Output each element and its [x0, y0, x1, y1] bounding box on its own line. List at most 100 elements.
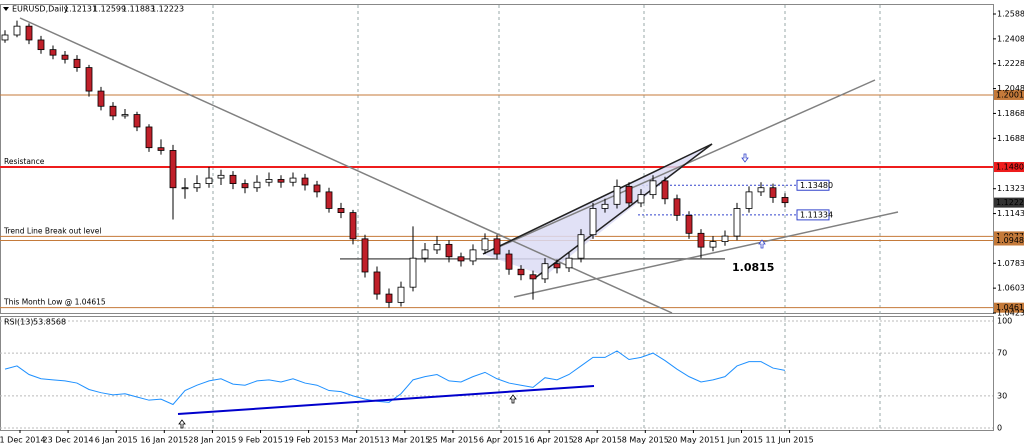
candle-body	[85, 67, 93, 92]
candle-body	[205, 177, 213, 184]
candle-body	[493, 238, 501, 255]
candle-body	[673, 198, 681, 216]
candle-body	[361, 238, 369, 273]
x-tick-label: 3 Mar 2015	[334, 436, 380, 445]
candle-body	[709, 241, 717, 248]
candle-body	[37, 39, 45, 51]
level-tag-label: 1.04615	[996, 303, 1024, 312]
wedge-line	[482, 143, 713, 255]
header-icon	[3, 7, 9, 11]
candle-body	[433, 243, 441, 251]
rsi-name: RSI(13)	[4, 318, 33, 327]
candle-body	[781, 197, 789, 204]
candle-body	[649, 180, 657, 196]
candle-body	[169, 150, 177, 189]
candle-body	[97, 90, 105, 107]
x-tick-label: 11 Dec 2014	[0, 436, 46, 445]
level-tag-label: 1.09480	[996, 236, 1024, 245]
trend-line	[513, 211, 899, 298]
candle-body	[301, 177, 309, 186]
level-tag-label: 1.14800	[996, 163, 1024, 172]
candle-body	[745, 191, 753, 209]
y-tick-label: 1.11430	[997, 209, 1024, 218]
y-tick-label: 1.04230	[997, 309, 1024, 318]
rsi-tick-label: 100	[997, 317, 1012, 326]
target-label: 1.13480	[800, 181, 833, 190]
candle-body	[625, 185, 633, 204]
ohlc-close: 1.12223	[151, 5, 184, 14]
candle-body	[337, 208, 345, 213]
up-arrow	[758, 239, 766, 249]
level-tag	[994, 302, 1024, 313]
candle-body	[265, 179, 273, 183]
candle-body	[661, 180, 669, 200]
x-tick-label: 19 Feb 2015	[284, 436, 334, 445]
candle-body	[289, 177, 297, 183]
candle-body	[217, 174, 225, 179]
x-tick-label: 1 Jun 2015	[720, 436, 763, 445]
level-tag-label: 1.20018	[996, 90, 1024, 99]
candle-body	[589, 208, 597, 236]
x-tick-label: 20 May 2015	[667, 436, 719, 445]
ohlc-high: 1.12599	[93, 5, 126, 14]
x-tick-label: 6 Jan 2015	[95, 436, 138, 445]
candle-body	[13, 25, 21, 36]
rsi-tick-label: 0	[997, 424, 1002, 433]
y-tick-label: 1.16880	[997, 134, 1024, 143]
candle-body	[121, 114, 129, 117]
candle-body	[1, 34, 9, 41]
level-tag	[994, 89, 1024, 100]
candle-body	[529, 274, 537, 280]
separators	[212, 5, 881, 430]
candle-body	[397, 286, 405, 303]
y-tick-label: 1.07830	[997, 259, 1024, 268]
x-tick-label: 28 Apr 2015	[572, 436, 621, 445]
y-tick-label: 1.24080	[997, 34, 1024, 43]
candle-body	[349, 212, 357, 240]
level-note: Resistance	[4, 157, 45, 166]
trend-line	[482, 79, 876, 255]
wedge-line	[534, 143, 713, 279]
candle-body	[481, 238, 489, 251]
trend-line	[19, 17, 673, 314]
y-tick-label: 1.25880	[997, 10, 1024, 19]
candle-body	[637, 194, 645, 204]
candle-body	[505, 253, 513, 270]
level-note: Trend Line Break out level	[3, 226, 101, 235]
main-panel	[0, 4, 994, 314]
x-tick-label: 11 Jun 2015	[766, 436, 814, 445]
price-tag	[994, 197, 1024, 208]
candle-body	[157, 147, 165, 151]
rsi-line	[4, 350, 786, 406]
candle-body	[445, 243, 453, 258]
candle-body	[313, 184, 321, 193]
x-tick-label: 16 Jan 2015	[140, 436, 188, 445]
rsi-panel	[0, 316, 994, 431]
up-arrow	[178, 419, 186, 429]
ohlc-low: 1.11883	[122, 5, 155, 14]
candle-body	[541, 263, 549, 280]
down-arrow	[741, 153, 749, 163]
y-tick-label: 1.20480	[997, 84, 1024, 93]
symbol: EURUSD,Daily	[12, 5, 69, 14]
candle-body	[721, 235, 729, 243]
candle-body	[553, 263, 561, 269]
rsi-value: 53.8568	[33, 318, 66, 327]
candle-body	[601, 203, 609, 209]
candles	[1, 20, 789, 308]
x-tick-label: 9 Feb 2015	[238, 436, 283, 445]
support-label: 1.0815	[732, 261, 774, 274]
level-tag	[994, 162, 1024, 173]
levels: 1.200181.14800Resistance1.09777Trend Lin…	[0, 89, 1024, 313]
up-arrow	[509, 394, 517, 404]
rsi: 100 70 30 0	[0, 317, 1012, 433]
candle-body	[61, 54, 69, 60]
x-tick-label: 16 Apr 2015	[524, 436, 573, 445]
candle-body	[193, 183, 201, 189]
price-tag-label: 1.12223	[996, 198, 1024, 207]
x-tick-label: 8 May 2015	[622, 436, 669, 445]
y-tick-label: 1.18680	[997, 109, 1024, 118]
target-box	[796, 179, 830, 191]
candle-body	[253, 181, 261, 189]
